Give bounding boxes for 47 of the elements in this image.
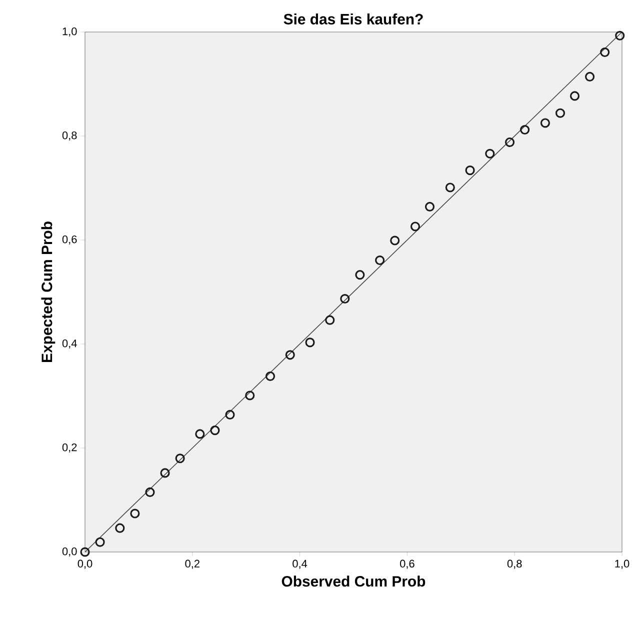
point	[325, 315, 335, 325]
point	[115, 523, 125, 533]
x-tick-label: 0,2	[185, 560, 200, 569]
x-tick-label: 0,8	[507, 560, 522, 569]
point	[145, 487, 155, 497]
point	[410, 222, 420, 232]
x-tick-label: 0,6	[400, 560, 414, 569]
point	[424, 202, 435, 212]
point	[225, 410, 235, 420]
y-tick-label: 0,8	[62, 131, 77, 141]
point	[130, 508, 140, 518]
point	[585, 72, 595, 82]
y-tick-label: 0,4	[62, 339, 77, 349]
point	[390, 236, 400, 246]
x-tick-label: 1,0	[615, 560, 630, 569]
y-tick-label: 0,0	[62, 547, 77, 557]
point	[555, 108, 566, 118]
y-axis-title: Expected Cum Prob	[41, 222, 56, 362]
point	[355, 270, 365, 280]
point	[570, 91, 580, 101]
chart-title: Sie das Eis kaufen?	[284, 14, 423, 24]
point	[520, 124, 530, 135]
point	[175, 454, 185, 464]
point	[504, 137, 515, 148]
point	[485, 148, 495, 158]
y-tick-label: 0,2	[62, 443, 77, 453]
x-tick-label: 0,0	[78, 560, 92, 569]
point	[445, 182, 455, 192]
x-axis-title: Observed Cum Prob	[282, 576, 426, 587]
x-tick-label: 0,4	[292, 560, 308, 569]
point	[375, 255, 385, 266]
point	[465, 166, 475, 176]
point	[80, 547, 90, 557]
point	[600, 47, 610, 58]
point	[540, 118, 550, 128]
point	[160, 468, 170, 478]
point	[195, 429, 205, 439]
point	[265, 371, 276, 382]
point	[305, 338, 315, 348]
point	[245, 390, 255, 400]
point	[615, 30, 625, 40]
point	[95, 537, 105, 547]
point	[285, 350, 295, 360]
y-tick-label: 0,6	[62, 235, 77, 245]
y-tick-label: 1,0	[62, 27, 77, 37]
point	[210, 426, 220, 436]
point	[340, 294, 350, 304]
